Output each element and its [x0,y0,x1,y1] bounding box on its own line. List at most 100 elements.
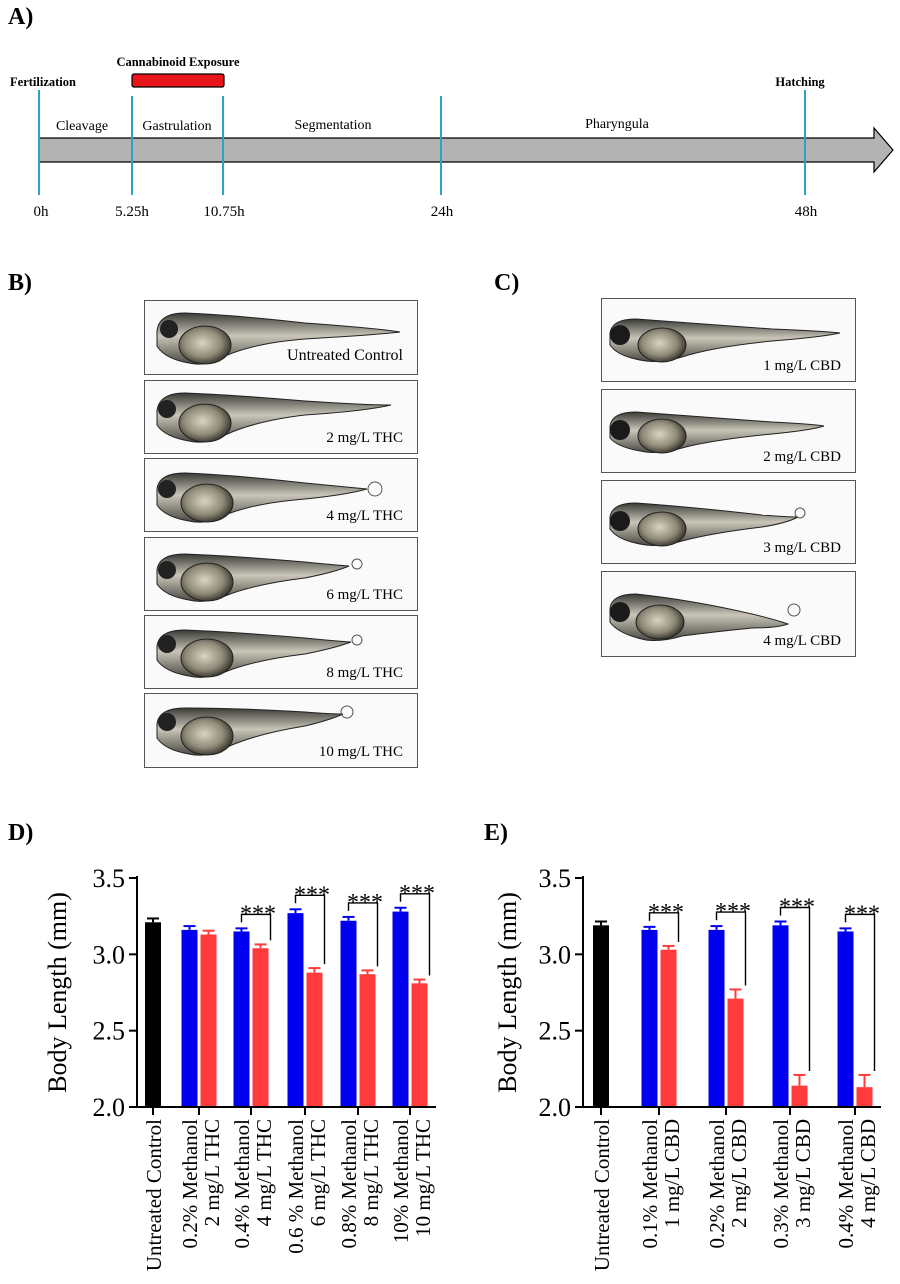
bar [641,929,658,1107]
significance-stars: *** [294,882,330,908]
image-caption: 2 mg/L THC [326,430,403,446]
significance-bracket [399,893,431,976]
bar [772,925,789,1107]
bar [593,925,609,1107]
x-category-label: 2 mg/L CBD [727,1119,751,1228]
bar [306,972,323,1107]
image-caption: 10 mg/L THC [318,744,403,760]
bar [233,931,250,1107]
y-tick-label: 3.0 [93,940,126,969]
x-category-label: 10 mg/L THC [411,1119,435,1237]
bar [145,922,161,1107]
fish-image-10mg-thc: 10 mg/L THC [144,693,418,768]
stage-cleavage: Cleavage [56,119,108,134]
stage-pharyngula: Pharyngula [585,117,650,132]
significance-stars: *** [779,895,815,921]
bar [708,929,725,1107]
fish-image-2mg-cbd: 2 mg/L CBD [601,389,856,473]
fertilization-label: Fertilization [10,75,76,89]
time-10-75h: 10.75h [203,204,245,220]
x-category-label: 0.6 % Methanol [284,1119,308,1254]
panel-c-label: C) [494,270,520,296]
fish-image-3mg-cbd: 3 mg/L CBD [601,480,856,564]
significance-stars: *** [715,899,751,925]
y-tick-label: 3.0 [539,940,572,969]
x-category-label: 0.3% Methanol [769,1119,793,1249]
panel-e-label: E) [484,820,508,846]
significance-bracket [844,913,876,1071]
bar [791,1085,808,1107]
image-caption: Untreated Control [287,347,403,364]
significance-bracket [347,902,379,967]
hatching-label: Hatching [775,75,825,89]
chart-d-body-length-thc: Body Length (mm) 2.0 2.5 3.0 3.5 Untreated Co… [43,864,436,1271]
y-tick-label: 3.5 [93,864,126,893]
stage-segmentation: Segmentation [295,118,372,133]
x-category-label: 0.2% Methanol [178,1119,202,1249]
y-axis-label: Body Length (mm) [43,892,72,1093]
x-category-label: 6 mg/L THC [306,1119,330,1226]
x-category-label: 4 mg/L THC [252,1119,276,1226]
x-category-label: 10% Methanol [389,1119,413,1243]
bar [392,911,409,1107]
significance-stars: *** [347,890,383,916]
x-category-label: 0.4% Methanol [834,1119,858,1249]
image-caption: 2 mg/L CBD [763,449,841,465]
fish-image-4mg-cbd: 4 mg/L CBD [601,571,856,657]
time-48h: 48h [795,204,818,220]
developmental-timeline: Cannabinoid Exposure Fertilization Hatch… [10,55,894,220]
bar [340,920,357,1107]
fish-image-6mg-thc: 6 mg/L THC [144,537,418,611]
exposure-bar [131,73,225,88]
x-category-label: Untreated Control [142,1119,166,1271]
bar [837,931,854,1107]
time-24h: 24h [431,204,454,220]
fish-image-4mg-thc: 4 mg/L THC [144,458,418,532]
x-category-label: 0.2% Methanol [705,1119,729,1249]
exposure-label: Cannabinoid Exposure [116,55,240,69]
significance-bracket [294,894,326,965]
panel-a-label: A) [8,4,34,30]
fish-image-1mg-cbd: 1 mg/L CBD [601,298,856,382]
x-category-label: 0.8% Methanol [337,1119,361,1249]
panel-d-label: D) [8,820,34,846]
chart-e-body-length-cbd: Body Length (mm) 2.0 2.5 3.0 3.5 Untreated Co… [493,864,881,1271]
timeline-arrow [38,126,894,174]
y-axis-label: Body Length (mm) [493,892,522,1093]
significance-bracket [240,913,272,941]
x-category-label: 1 mg/L CBD [660,1119,684,1228]
significance-stars: *** [399,881,435,907]
time-0h: 0h [34,204,50,220]
panel-b-label: B) [8,270,32,296]
image-caption: 4 mg/L THC [326,508,403,524]
bar [200,934,217,1107]
y-tick-label: 2.0 [93,1093,126,1122]
x-category-label: 4 mg/L CBD [856,1119,880,1228]
image-caption: 8 mg/L THC [326,665,403,681]
fish-image-8mg-thc: 8 mg/L THC [144,615,418,689]
y-tick-label: 2.0 [539,1093,572,1122]
x-category-label: 0.1% Methanol [638,1119,662,1249]
x-category-label: 8 mg/L THC [359,1119,383,1226]
fish-image-2mg-thc: 2 mg/L THC [144,380,418,454]
image-caption: 1 mg/L CBD [763,358,841,374]
x-category-label: 2 mg/L THC [200,1119,224,1226]
y-tick-label: 2.5 [539,1017,572,1046]
significance-bracket [715,911,747,986]
bar [287,913,304,1107]
bar [359,974,376,1107]
y-tick-label: 2.5 [93,1017,126,1046]
bar [856,1087,873,1107]
image-caption: 3 mg/L CBD [763,540,841,556]
significance-stars: *** [648,900,684,926]
bar [660,949,677,1107]
significance-bracket [779,906,811,1071]
significance-stars: *** [844,901,880,927]
significance-bracket [648,912,680,942]
time-5-25h: 5.25h [115,204,149,220]
x-category-label: 0.4% Methanol [230,1119,254,1249]
bar [411,983,428,1107]
bar [727,998,744,1107]
y-tick-label: 3.5 [539,864,572,893]
bar [252,948,269,1107]
